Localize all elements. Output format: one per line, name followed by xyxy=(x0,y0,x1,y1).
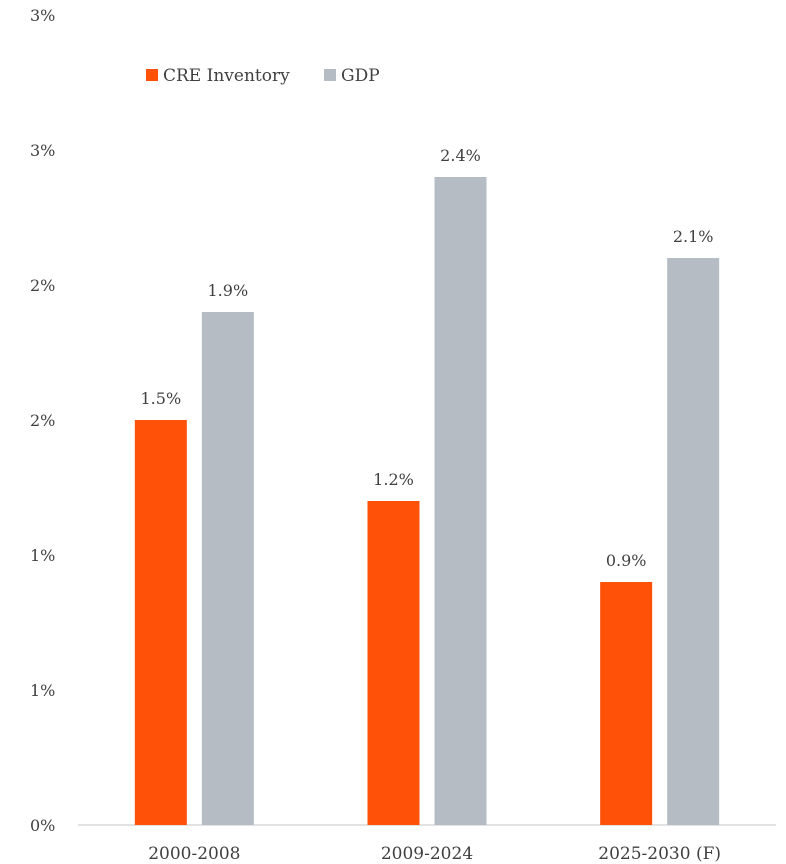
y-tick-label: 2% xyxy=(30,276,55,295)
bar-cre-inventory xyxy=(600,582,653,825)
x-category-label: 2000-2008 xyxy=(148,844,240,864)
y-tick-label: 0% xyxy=(30,816,55,835)
bars xyxy=(134,177,720,825)
y-tick-label: 1% xyxy=(30,681,55,700)
y-tick-label: 3% xyxy=(30,141,55,160)
bar-cre-inventory xyxy=(367,501,420,825)
y-tick-label: 2% xyxy=(30,411,55,430)
y-axis-ticks: 0% 1% 1% 2% 2% 3% 3% xyxy=(30,6,55,835)
y-tick-label: 1% xyxy=(30,546,55,565)
legend-swatch xyxy=(146,69,158,81)
legend-label: CRE Inventory xyxy=(163,66,290,86)
x-axis-categories: 2000-2008 2009-2024 2025-2030 (F) xyxy=(148,844,721,864)
data-labels: 1.5% 1.9% 1.2% 2.4% 0.9% 2.1% xyxy=(141,146,714,570)
bar-cre-inventory xyxy=(134,420,187,825)
data-label: 1.9% xyxy=(208,281,249,300)
bar-gdp xyxy=(201,312,254,825)
data-label: 2.4% xyxy=(440,146,481,165)
x-category-label: 2025-2030 (F) xyxy=(598,844,721,864)
bar-gdp xyxy=(434,177,487,825)
legend-swatch xyxy=(324,69,336,81)
data-label: 1.2% xyxy=(373,470,414,489)
data-label: 1.5% xyxy=(141,389,182,408)
y-tick-label: 3% xyxy=(30,6,55,25)
bar-gdp xyxy=(667,258,720,825)
x-category-label: 2009-2024 xyxy=(381,844,473,864)
data-label: 0.9% xyxy=(606,551,647,570)
data-label: 2.1% xyxy=(673,227,714,246)
legend-label: GDP xyxy=(341,66,380,86)
legend: CRE Inventory GDP xyxy=(146,66,380,86)
